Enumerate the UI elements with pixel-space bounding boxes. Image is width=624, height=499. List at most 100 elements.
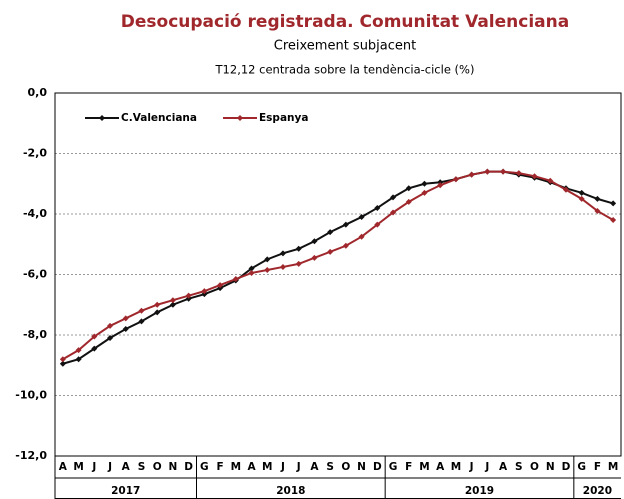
point-marker xyxy=(232,276,239,283)
x-tick-label: F xyxy=(594,461,601,473)
y-tick-label: -10,0 xyxy=(15,389,47,402)
point-marker xyxy=(390,194,397,201)
point-marker xyxy=(91,333,98,340)
x-tick-label: A xyxy=(436,461,445,473)
point-marker xyxy=(75,356,82,363)
point-marker xyxy=(437,182,444,189)
point-marker xyxy=(342,221,349,228)
point-marker xyxy=(201,291,208,298)
point-marker xyxy=(107,335,114,342)
x-tick-label: M xyxy=(608,461,618,473)
point-marker xyxy=(358,233,365,240)
point-marker xyxy=(531,173,538,180)
x-tick-label: M xyxy=(73,461,83,473)
point-marker xyxy=(295,260,302,267)
point-marker xyxy=(107,322,114,329)
legend-marker xyxy=(99,115,105,121)
x-tick-label: N xyxy=(357,461,366,473)
point-marker xyxy=(342,242,349,249)
legend-marker xyxy=(237,115,243,121)
chart-title: Desocupació registrada. Comunitat Valenc… xyxy=(121,12,569,32)
point-marker xyxy=(578,195,585,202)
chart-subtitle: Creixement subjacent xyxy=(274,39,417,54)
point-marker xyxy=(594,195,601,202)
x-tick-label: J xyxy=(107,461,112,473)
point-marker xyxy=(138,318,145,325)
x-tick-label: M xyxy=(262,461,272,473)
x-tick-label: S xyxy=(138,461,146,473)
point-marker xyxy=(421,180,428,187)
point-marker xyxy=(169,301,176,308)
point-marker xyxy=(358,214,365,221)
x-tick-label: J xyxy=(484,461,489,473)
point-marker xyxy=(248,265,255,272)
x-tick-label: S xyxy=(326,461,334,473)
y-tick-label: -4,0 xyxy=(23,207,47,220)
x-tick-label: D xyxy=(562,461,571,473)
point-marker xyxy=(264,256,271,263)
point-marker xyxy=(327,229,334,236)
chart-note: T12,12 centrada sobre la tendència-cicle… xyxy=(215,63,475,77)
point-marker xyxy=(122,315,129,322)
point-marker xyxy=(138,307,145,314)
y-tick-label: -6,0 xyxy=(23,268,47,281)
x-tick-label: F xyxy=(216,461,223,473)
point-marker xyxy=(405,198,412,205)
point-marker xyxy=(154,309,161,316)
y-tick-label: 0,0 xyxy=(28,86,48,99)
point-marker xyxy=(547,177,554,184)
x-tick-label: O xyxy=(341,461,350,473)
year-label: 2019 xyxy=(465,485,494,497)
point-marker xyxy=(468,171,475,178)
x-tick-label: S xyxy=(515,461,523,473)
x-tick-label: F xyxy=(405,461,412,473)
x-tick-label: O xyxy=(530,461,539,473)
point-marker xyxy=(154,301,161,308)
point-marker xyxy=(201,288,208,295)
x-tick-label: A xyxy=(499,461,508,473)
point-marker xyxy=(390,209,397,216)
year-label: 2018 xyxy=(276,485,305,497)
point-marker xyxy=(75,347,82,354)
point-marker xyxy=(217,282,224,289)
y-tick-label: -8,0 xyxy=(23,328,47,341)
x-tick-label: O xyxy=(153,461,162,473)
point-marker xyxy=(610,200,617,207)
x-tick-label: G xyxy=(200,461,209,473)
x-tick-label: M xyxy=(231,461,241,473)
point-marker xyxy=(311,254,318,261)
point-marker xyxy=(185,295,192,302)
y-tick-label: -2,0 xyxy=(23,147,47,160)
point-marker xyxy=(311,238,318,245)
point-marker xyxy=(500,168,507,175)
x-tick-label: G xyxy=(577,461,586,473)
plot-frame xyxy=(54,92,622,457)
x-tick-label: J xyxy=(469,461,474,473)
point-marker xyxy=(279,250,286,257)
point-marker xyxy=(327,248,334,255)
point-marker xyxy=(59,356,66,363)
point-marker xyxy=(405,185,412,192)
point-marker xyxy=(562,186,569,193)
x-tick-label: A xyxy=(59,461,68,473)
x-tick-label: M xyxy=(451,461,461,473)
point-marker xyxy=(169,297,176,304)
point-marker xyxy=(515,170,522,177)
x-tick-label: M xyxy=(419,461,429,473)
point-marker xyxy=(421,189,428,196)
x-tick-label: D xyxy=(184,461,193,473)
x-tick-label: D xyxy=(373,461,382,473)
series-line xyxy=(62,170,614,365)
point-marker xyxy=(264,266,271,273)
year-label: 2020 xyxy=(583,485,612,497)
legend-label: Espanya xyxy=(259,112,308,124)
x-tick-label: A xyxy=(247,461,256,473)
year-label: 2017 xyxy=(111,485,140,497)
point-marker xyxy=(295,245,302,252)
point-marker xyxy=(484,168,491,175)
point-marker xyxy=(248,269,255,276)
x-tick-label: N xyxy=(546,461,555,473)
point-marker xyxy=(91,345,98,352)
point-marker xyxy=(185,292,192,299)
